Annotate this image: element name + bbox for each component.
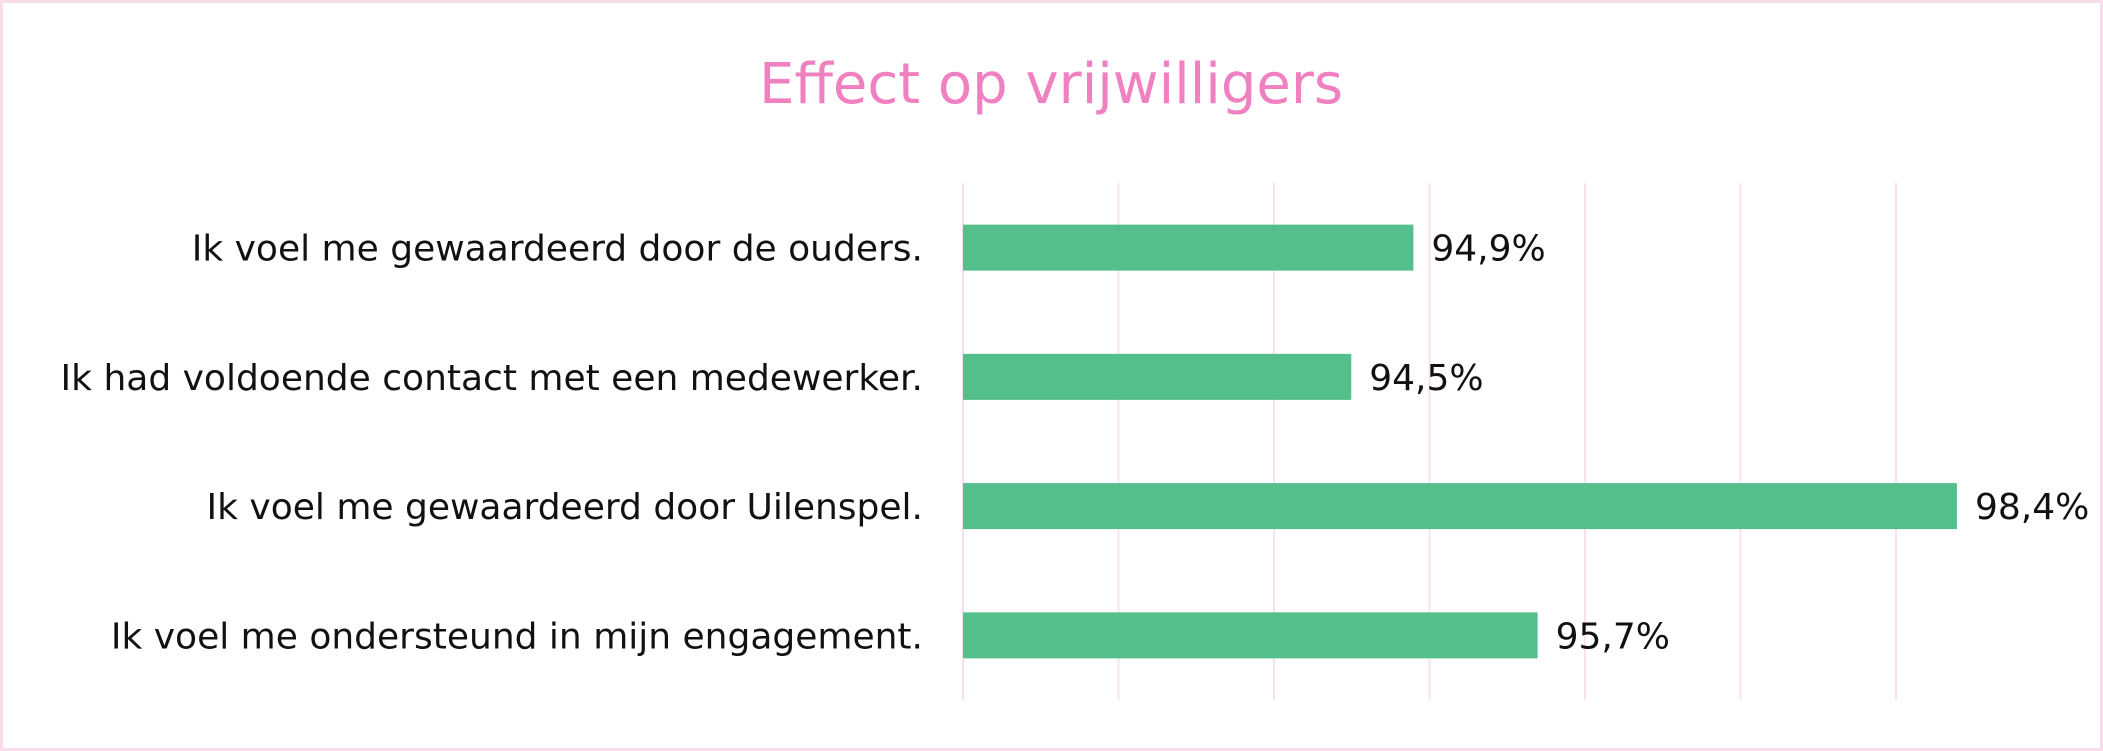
category-label-2: Ik voel me gewaardeerd door Uilenspel. bbox=[206, 487, 923, 528]
chart-title: Effect op vrijwilligers bbox=[759, 52, 1343, 117]
category-label-1: Ik had voldoende contact met een medewer… bbox=[61, 358, 923, 399]
value-label-2: 98,4% bbox=[1975, 487, 2089, 528]
category-label-0: Ik voel me gewaardeerd door de ouders. bbox=[192, 229, 923, 270]
bars bbox=[963, 224, 1957, 659]
bar-2 bbox=[963, 483, 1957, 530]
value-label-3: 95,7% bbox=[1556, 616, 1670, 657]
bar-3 bbox=[963, 612, 1538, 659]
value-label-0: 94,9% bbox=[1431, 229, 1545, 270]
bar-1 bbox=[963, 353, 1352, 400]
bar-0 bbox=[963, 224, 1414, 271]
category-labels: Ik voel me gewaardeerd door de ouders. Ik… bbox=[61, 229, 923, 658]
category-label-3: Ik voel me ondersteund in mijn engagemen… bbox=[111, 616, 923, 657]
value-label-1: 94,5% bbox=[1369, 358, 1483, 399]
value-labels: 94,9% 94,5% 98,4% 95,7% bbox=[1369, 229, 2089, 658]
bar-chart: Effect op vrijwilligers Ik voel me gewaa… bbox=[61, 52, 2089, 700]
